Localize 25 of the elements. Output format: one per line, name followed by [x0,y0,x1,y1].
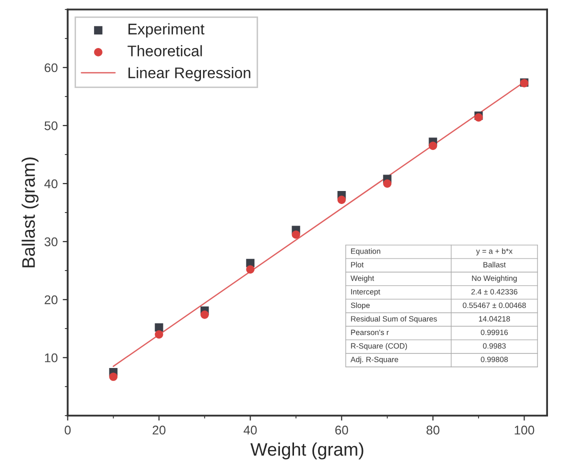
legend-label: Theoretical [128,45,202,56]
y-tick-label: 60 [44,63,58,72]
y-tick-label: 20 [44,295,58,304]
x-tick-label: 20 [152,426,166,435]
y-tick-label: 30 [44,237,58,246]
x-tick-label: 40 [244,426,257,435]
x-axis-title: Weight (gram) [250,442,364,460]
y-axis-title: Ballast (gram) [22,157,38,268]
point [109,372,118,381]
y-tick-label: 50 [44,121,58,130]
point [428,142,438,150]
x-tick-label: 60 [335,426,348,435]
point [154,330,164,339]
point [200,310,209,319]
y-tick-label: 10 [45,353,58,362]
x-tick-label: 100 [514,426,534,435]
y-tick-label: 40 [44,179,58,188]
x-tick-label: 0 [64,426,71,435]
point [246,265,254,274]
point [292,230,300,239]
legend-label: Linear Regression [128,67,250,82]
point [337,196,346,204]
point [383,179,392,188]
legend-label: Experiment [128,23,204,38]
x-tick-label: 80 [426,426,440,435]
